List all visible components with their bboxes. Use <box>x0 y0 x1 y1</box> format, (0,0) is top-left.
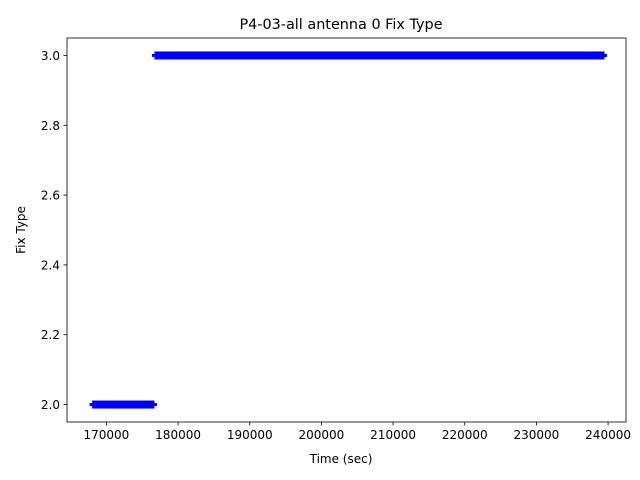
y-axis-ticks: 2.0 2.2 2.4 2.6 2.8 3.0 <box>41 49 67 412</box>
data-band <box>92 400 155 409</box>
y-tick-label: 2.4 <box>41 258 60 272</box>
y-tick-label: 2.8 <box>41 119 60 133</box>
x-tick-label: 170000 <box>84 428 130 442</box>
data-band <box>154 51 605 60</box>
x-tick-label: 230000 <box>514 428 560 442</box>
x-tick-label: 200000 <box>299 428 345 442</box>
y-tick-label: 2.0 <box>41 398 60 412</box>
x-axis-ticks: 170000 180000 190000 200000 210000 220000 2300… <box>84 422 631 442</box>
x-tick-label: 210000 <box>370 428 416 442</box>
y-tick-label: 2.6 <box>41 189 60 203</box>
x-tick-label: 190000 <box>227 428 273 442</box>
x-tick-label: 220000 <box>442 428 488 442</box>
y-axis-label: Fix Type <box>14 206 28 254</box>
plot-area <box>89 51 607 409</box>
y-tick-label: 2.2 <box>41 328 60 342</box>
y-tick-label: 3.0 <box>41 49 60 63</box>
x-axis-label: Time (sec) <box>309 452 373 466</box>
axes-frame <box>66 37 627 423</box>
x-tick-label: 240000 <box>585 428 631 442</box>
chart-title: P4-03-all antenna 0 Fix Type <box>239 17 442 33</box>
x-tick-label: 180000 <box>155 428 201 442</box>
